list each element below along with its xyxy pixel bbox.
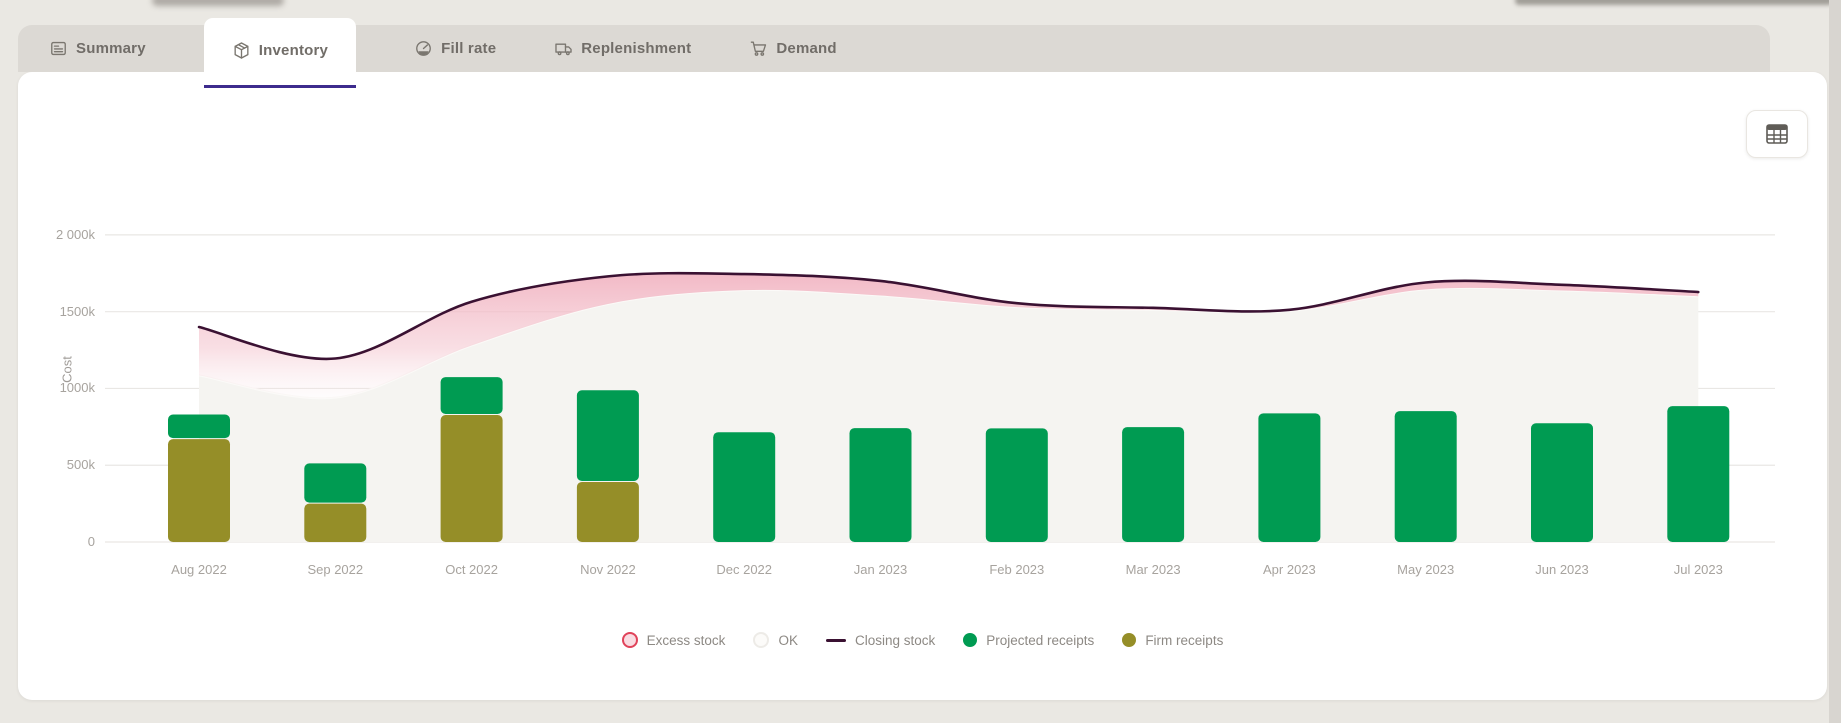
legend-item-closing-stock[interactable]: Closing stock xyxy=(825,632,936,648)
offscreen-element-shadow xyxy=(152,0,284,6)
x-tick-label: Jul 2023 xyxy=(1673,562,1723,577)
legend-item-excess-stock[interactable]: Excess stock xyxy=(621,632,726,648)
legend-label: OK xyxy=(778,632,798,648)
tab-label: Replenishment xyxy=(581,40,692,57)
legend-marker xyxy=(963,633,978,647)
truck-icon xyxy=(555,43,572,56)
legend-item-ok[interactable]: OK xyxy=(753,632,798,648)
y-tick-label: 0 xyxy=(87,534,95,549)
package-icon xyxy=(234,41,249,59)
table-view-button[interactable] xyxy=(1746,110,1808,158)
tab-demand[interactable]: Demand xyxy=(749,39,837,58)
tab-label: Inventory xyxy=(258,41,329,59)
x-tick-label: Apr 2023 xyxy=(1263,562,1316,577)
table-icon xyxy=(1766,124,1788,144)
x-tick-label: Mar 2023 xyxy=(1125,562,1181,577)
legend-label: Projected receipts xyxy=(986,632,1095,648)
x-tick-label: May 2023 xyxy=(1397,562,1455,577)
y-tick-label: 2 000k xyxy=(55,226,95,242)
gauge-icon xyxy=(416,41,431,56)
tab-label: Demand xyxy=(776,40,837,57)
legend-marker xyxy=(1122,633,1137,647)
inventory-chart-card: Cost 2 000k 1500k 1000k 500k 0 Aug 2022 Sep 2… xyxy=(18,72,1827,700)
x-tick-label: Sep 2022 xyxy=(307,562,364,577)
x-tick-label: Dec 2022 xyxy=(716,562,773,577)
y-tick-label: 1500k xyxy=(59,303,95,319)
tab-replenishment[interactable]: Replenishment xyxy=(554,39,691,58)
legend-marker xyxy=(621,632,638,648)
x-tick-label: Feb 2023 xyxy=(989,562,1045,577)
y-tick-label: 1000k xyxy=(59,380,95,396)
x-tick-label: Jun 2023 xyxy=(1535,562,1589,577)
legend-label: Firm receipts xyxy=(1145,632,1224,648)
x-tick-label: Oct 2022 xyxy=(445,562,498,577)
legend-item-firm-receipts[interactable]: Firm receipts xyxy=(1122,633,1223,648)
tab-label: Fill rate xyxy=(441,40,497,57)
inventory-chart-canvas xyxy=(105,234,1775,543)
right-edge-gutter xyxy=(1829,0,1841,723)
legend-item-projected-receipts[interactable]: Projected receipts xyxy=(963,633,1094,648)
legend-marker xyxy=(825,638,846,642)
report-icon xyxy=(51,41,66,56)
tab-label: Summary xyxy=(76,40,146,57)
tab-summary[interactable]: Summary xyxy=(49,39,146,58)
y-tick-label: 500k xyxy=(66,457,95,473)
offscreen-element-shadow xyxy=(1515,0,1833,5)
stock-areas xyxy=(198,273,1699,542)
receipt-bars xyxy=(168,377,1730,542)
legend-marker xyxy=(753,632,770,648)
cart-icon xyxy=(751,41,767,56)
x-tick-label: Aug 2022 xyxy=(171,562,227,577)
tab-fill-rate[interactable]: Fill rate xyxy=(414,39,496,58)
x-tick-label: Nov 2022 xyxy=(580,562,636,577)
legend-label: Excess stock xyxy=(646,632,726,648)
tab-inventory[interactable]: Inventory xyxy=(203,18,357,88)
closing-stock-line xyxy=(197,271,1700,361)
x-tick-label: Jan 2023 xyxy=(853,562,908,577)
legend-label: Closing stock xyxy=(854,632,936,648)
tab-bar: Summary Inventory Fill rate Replenishmen… xyxy=(18,18,1770,88)
chart-legend: Excess stock OK Closing stock Projected rec… xyxy=(18,632,1827,648)
